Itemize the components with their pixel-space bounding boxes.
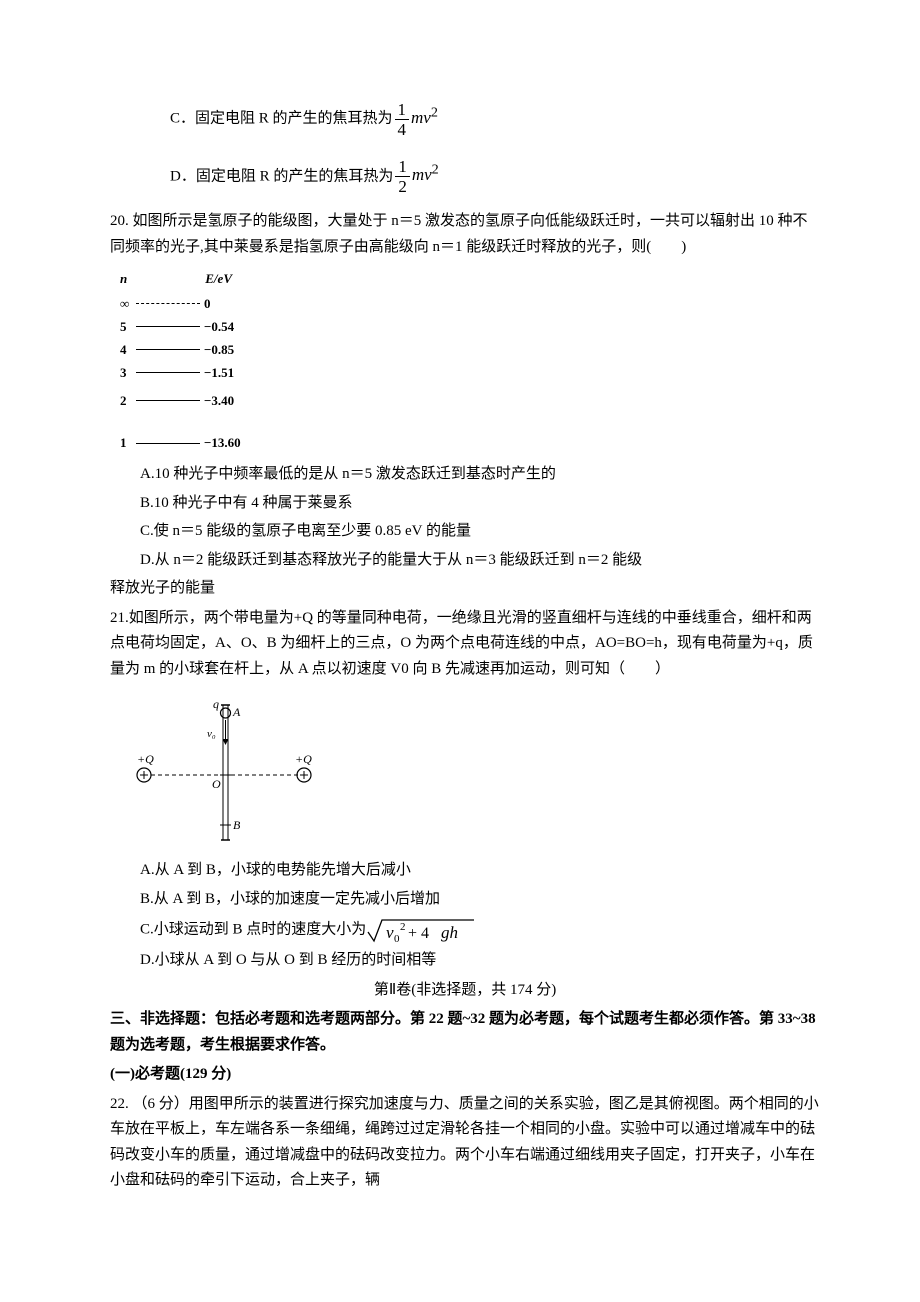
energy-level-4: 4−0.85 [120, 339, 250, 361]
energy-level-5: 5−0.54 [120, 316, 250, 338]
header-n: n [120, 268, 127, 290]
svg-text:q: q [213, 697, 219, 711]
q21-b: B.从 A 到 B，小球的加速度一定先减小后增加 [140, 887, 820, 913]
energy-level-3: 3−1.51 [120, 362, 250, 384]
energy-level-∞: ∞0 [120, 293, 250, 315]
svg-text:v₀: v₀ [207, 728, 216, 740]
svg-text:B: B [233, 818, 241, 832]
energy-header: n E/eV [120, 268, 250, 290]
svg-text:+Q: +Q [295, 752, 312, 766]
q21-stem: 21.如图所示，两个带电量为+Q 的等量同种电荷，一绝缘且光滑的竖直细杆与连线的… [110, 606, 820, 683]
q20-c: C.使 n＝5 能级的氢原子电离至少要 0.85 eV 的能量 [140, 519, 820, 545]
q21-options: A.从 A 到 B，小球的电势能先增大后减小 B.从 A 到 B，小球的加速度一… [110, 858, 820, 974]
q21-a: A.从 A 到 B，小球的电势能先增大后减小 [140, 858, 820, 884]
charge-rod-diagram: q A v₀ +Q +Q O B [120, 690, 330, 850]
energy-level-diagram: n E/eV ∞05−0.544−0.853−1.51 2−3.40 1−13.60 [120, 268, 250, 454]
svg-text:+ 4: + 4 [408, 925, 429, 942]
q22-stem: 22. （6 分）用图甲所示的装置进行探究加速度与力、质量之间的关系实验，图乙是… [110, 1092, 820, 1194]
fraction-1-2: 12 [395, 158, 410, 195]
q19-option-d: D．固定电阻 R 的产生的焦耳热为12mv2 [110, 158, 820, 196]
q20-stem: 20. 如图所示是氢原子的能级图，大量处于 n＝5 激发态的氢原子向低能级跃迁时… [110, 209, 820, 260]
q21-d: D.小球从 A 到 O 与从 O 到 B 经历的时间相等 [140, 948, 820, 974]
q19-d-prefix: D．固定电阻 R 的产生的焦耳热为 [170, 168, 393, 184]
q20-d: D.从 n＝2 能级跃迁到基态释放光子的能量大于从 n＝3 能级跃迁到 n＝2 … [140, 548, 820, 574]
section2-title: 第Ⅱ卷(非选择题，共 174 分) [110, 978, 820, 1004]
svg-text:v: v [386, 923, 394, 942]
q21-c: C.小球运动到 B 点时的速度大小为 v02 + 4 gh [140, 915, 820, 945]
svg-text:gh: gh [441, 923, 458, 942]
q20-options: A.10 种光子中频率最低的是从 n＝5 激发态跃迁到基态时产生的 B.10 种… [110, 462, 820, 573]
svg-text:A: A [232, 705, 241, 719]
expr-mv2-c: mv2 [411, 108, 438, 127]
svg-text:+Q: +Q [137, 752, 154, 766]
energy-level-1: 1−13.60 [120, 432, 250, 454]
q19-c-prefix: C．固定电阻 R 的产生的焦耳热为 [170, 111, 393, 127]
header-ev: E/eV [205, 268, 232, 290]
q19-option-c: C．固定电阻 R 的产生的焦耳热为14mv2 [110, 100, 820, 138]
svg-text:O: O [212, 777, 221, 791]
fraction-1-4: 14 [395, 101, 410, 138]
q20-b: B.10 种光子中有 4 种属于莱曼系 [140, 491, 820, 517]
subsection-1: (一)必考题(129 分) [110, 1062, 820, 1088]
svg-text:2: 2 [400, 921, 406, 933]
section3-intro: 三、非选择题：包括必考题和选考题两部分。第 22 题~32 题为必考题，每个试题… [110, 1007, 820, 1058]
svg-text:0: 0 [394, 933, 400, 945]
energy-level-2: 2−3.40 [120, 390, 250, 412]
q20-a: A.10 种光子中频率最低的是从 n＝5 激发态跃迁到基态时产生的 [140, 462, 820, 488]
expr-mv2-d: mv2 [412, 165, 439, 184]
q20-d-cont: 释放光子的能量 [110, 576, 820, 602]
sqrt-expr: v02 + 4 gh [366, 915, 476, 945]
q21-c-prefix: C.小球运动到 B 点时的速度大小为 [140, 922, 366, 938]
